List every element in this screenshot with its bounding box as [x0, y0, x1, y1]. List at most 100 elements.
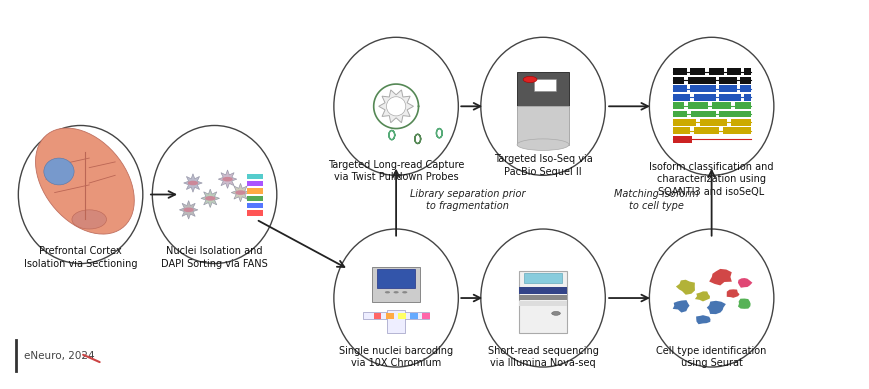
- Text: Prefrontal Cortex
Isolation via Sectioning: Prefrontal Cortex Isolation via Sectioni…: [23, 246, 137, 269]
- Ellipse shape: [648, 37, 773, 175]
- Bar: [740, 85, 750, 92]
- Polygon shape: [737, 298, 750, 309]
- Text: Targeted Long-read Capture
via Twist Pulldown Probes: Targeted Long-read Capture via Twist Pul…: [328, 160, 464, 182]
- Text: Matching isoform
to cell type: Matching isoform to cell type: [614, 189, 698, 212]
- Bar: [371, 267, 420, 302]
- Polygon shape: [694, 291, 709, 301]
- Bar: [387, 310, 404, 333]
- Bar: [363, 312, 428, 319]
- Text: Single nuclei barcoding
via 10X Chromium: Single nuclei barcoding via 10X Chromium: [339, 346, 453, 368]
- Bar: [373, 313, 381, 319]
- Bar: [247, 174, 262, 179]
- Bar: [518, 301, 567, 306]
- Circle shape: [188, 181, 198, 185]
- Bar: [672, 136, 692, 143]
- Bar: [730, 119, 750, 126]
- Bar: [719, 77, 736, 84]
- Text: Targeted Iso-Seq via
PacBio Sequel II: Targeted Iso-Seq via PacBio Sequel II: [493, 154, 592, 177]
- Ellipse shape: [516, 139, 568, 151]
- Ellipse shape: [72, 210, 106, 229]
- Circle shape: [551, 312, 560, 315]
- Bar: [247, 188, 262, 194]
- Ellipse shape: [152, 126, 276, 263]
- Bar: [397, 313, 405, 319]
- Ellipse shape: [481, 37, 605, 175]
- Polygon shape: [737, 278, 752, 288]
- Bar: [693, 94, 714, 100]
- Bar: [689, 85, 714, 92]
- Polygon shape: [706, 301, 725, 314]
- Polygon shape: [726, 289, 739, 298]
- Bar: [421, 313, 429, 319]
- Bar: [409, 313, 417, 319]
- Bar: [672, 77, 684, 84]
- Bar: [687, 77, 714, 84]
- Bar: [744, 94, 750, 100]
- Ellipse shape: [334, 37, 458, 175]
- Bar: [247, 196, 262, 201]
- Bar: [672, 94, 689, 100]
- Bar: [689, 68, 705, 75]
- Bar: [719, 110, 750, 117]
- Bar: [385, 313, 393, 319]
- Circle shape: [522, 76, 536, 82]
- Bar: [376, 269, 415, 289]
- Text: eNeuro, 2024: eNeuro, 2024: [24, 350, 95, 361]
- Bar: [672, 119, 695, 126]
- Bar: [734, 102, 750, 109]
- Polygon shape: [183, 174, 202, 192]
- Bar: [534, 79, 555, 91]
- Bar: [719, 85, 736, 92]
- Polygon shape: [201, 189, 219, 208]
- Ellipse shape: [648, 229, 773, 367]
- Bar: [672, 110, 686, 117]
- Polygon shape: [672, 300, 689, 313]
- Polygon shape: [675, 280, 694, 295]
- Circle shape: [401, 291, 407, 293]
- Bar: [516, 72, 568, 110]
- Ellipse shape: [481, 229, 605, 367]
- Bar: [518, 295, 567, 300]
- Polygon shape: [695, 315, 710, 324]
- Bar: [523, 273, 561, 283]
- Bar: [707, 68, 723, 75]
- Bar: [719, 94, 740, 100]
- Text: Cell type identification
using Seurat: Cell type identification using Seurat: [656, 346, 766, 368]
- Ellipse shape: [386, 97, 405, 116]
- Polygon shape: [231, 183, 249, 202]
- Text: Nuclei Isolation and
DAPI Sorting via FANS: Nuclei Isolation and DAPI Sorting via FA…: [161, 246, 268, 269]
- Bar: [690, 110, 714, 117]
- Bar: [744, 68, 750, 75]
- Bar: [726, 68, 740, 75]
- Circle shape: [235, 190, 245, 195]
- Circle shape: [384, 291, 389, 293]
- Bar: [672, 127, 689, 134]
- Circle shape: [393, 291, 398, 293]
- Ellipse shape: [43, 158, 74, 185]
- Circle shape: [183, 208, 194, 212]
- Bar: [722, 127, 750, 134]
- Circle shape: [222, 177, 232, 181]
- Text: Library separation prior
to fragmentation: Library separation prior to fragmentatio…: [409, 189, 525, 212]
- Polygon shape: [378, 90, 413, 123]
- Bar: [687, 102, 706, 109]
- Bar: [516, 106, 568, 145]
- Bar: [672, 68, 686, 75]
- Bar: [693, 127, 719, 134]
- Ellipse shape: [36, 128, 134, 234]
- Bar: [700, 119, 726, 126]
- Bar: [740, 77, 750, 84]
- Ellipse shape: [334, 229, 458, 367]
- Text: Isoform classification and
characterization using
SQANTI3 and isoSeQL: Isoform classification and characterizat…: [648, 162, 773, 197]
- Bar: [711, 102, 730, 109]
- Circle shape: [205, 196, 216, 201]
- Text: Short-read sequencing
via Illumina Nova-seq: Short-read sequencing via Illumina Nova-…: [487, 346, 598, 368]
- Polygon shape: [179, 201, 197, 219]
- Bar: [518, 287, 567, 294]
- Bar: [672, 102, 684, 109]
- Bar: [672, 85, 686, 92]
- Ellipse shape: [18, 126, 143, 263]
- Bar: [247, 210, 262, 216]
- Bar: [247, 181, 262, 186]
- Bar: [247, 203, 262, 208]
